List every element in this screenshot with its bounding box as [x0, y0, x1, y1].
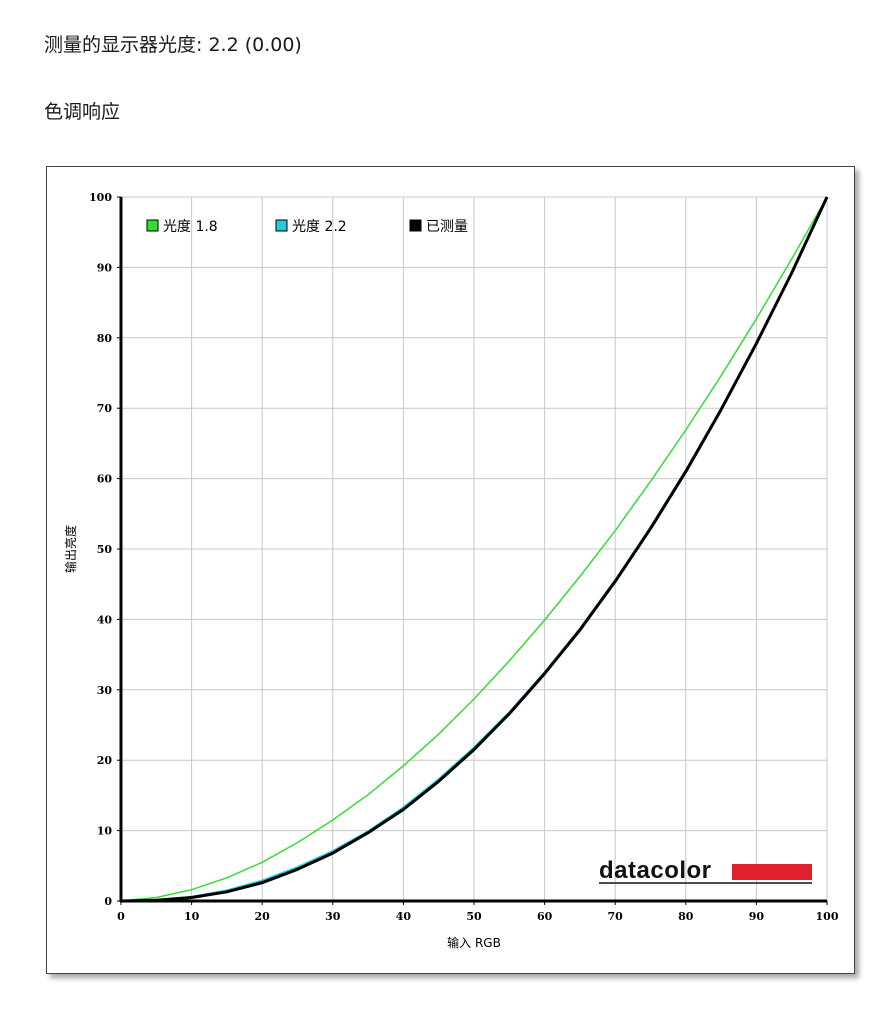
legend-swatch: [275, 219, 288, 232]
gamma-label: 测量的显示器光度:: [44, 34, 203, 56]
x-tick-label: 70: [608, 910, 624, 923]
legend-label: 光度 1.8: [163, 219, 218, 235]
chart-ticks: 0 10 20 30 40 50 60 70 80 90 100 0 10 20 30 40 50 60 70 80 9…: [89, 191, 839, 923]
chart-panel: 0 10 20 30 40 50 60 70 80 90 100 0 10 20 30 40 50 60 70 80 9…: [46, 166, 855, 974]
legend-label: 光度 2.2: [292, 219, 347, 235]
tone-response-chart: 0 10 20 30 40 50 60 70 80 90 100 0 10 20 30 40 50 60 70 80 9…: [63, 191, 839, 950]
y-tick-label: 40: [97, 613, 113, 626]
y-tick-label: 90: [97, 261, 113, 274]
x-tick-label: 50: [466, 910, 482, 923]
legend-swatch: [409, 219, 422, 232]
legend-swatch: [146, 219, 159, 232]
x-tick-label: 40: [396, 910, 412, 923]
brand-red-bar: [732, 864, 812, 880]
x-tick-label: 90: [749, 910, 765, 923]
y-tick-label: 30: [97, 684, 113, 697]
x-tick-label: 60: [537, 910, 553, 923]
brand-name: datacolor: [599, 857, 712, 884]
series-line: [120, 196, 828, 902]
x-tick-label: 30: [325, 910, 341, 923]
chart-legend: 光度 1.8 光度 2.2 已测量: [146, 219, 468, 235]
gamma-value: 2.2 (0.00): [208, 34, 302, 56]
gamma-heading: 测量的显示器光度: 2.2 (0.00): [44, 30, 302, 57]
y-tick-label: 10: [97, 825, 113, 838]
section-title: 色调响应: [44, 101, 121, 123]
series-line: [120, 196, 829, 903]
y-axis-label: 输出亮度: [63, 525, 78, 573]
y-tick-label: 60: [97, 473, 113, 486]
chart-grid: [121, 196, 828, 901]
x-tick-label: 100: [816, 910, 839, 923]
x-tick-label: 80: [678, 910, 694, 923]
y-tick-label: 50: [97, 543, 113, 556]
x-tick-label: 20: [255, 910, 271, 923]
y-tick-label: 0: [104, 895, 112, 908]
datacolor-logo: datacolor: [599, 857, 812, 884]
y-tick-label: 100: [89, 191, 112, 204]
y-tick-label: 70: [97, 402, 113, 415]
x-axis-label: 输入 RGB: [447, 935, 501, 950]
y-tick-label: 80: [97, 332, 113, 345]
x-tick-label: 10: [184, 910, 200, 923]
y-tick-label: 20: [97, 754, 113, 767]
chart-lines: [120, 196, 829, 903]
legend-label: 已测量: [426, 219, 468, 235]
x-tick-label: 0: [117, 910, 125, 923]
